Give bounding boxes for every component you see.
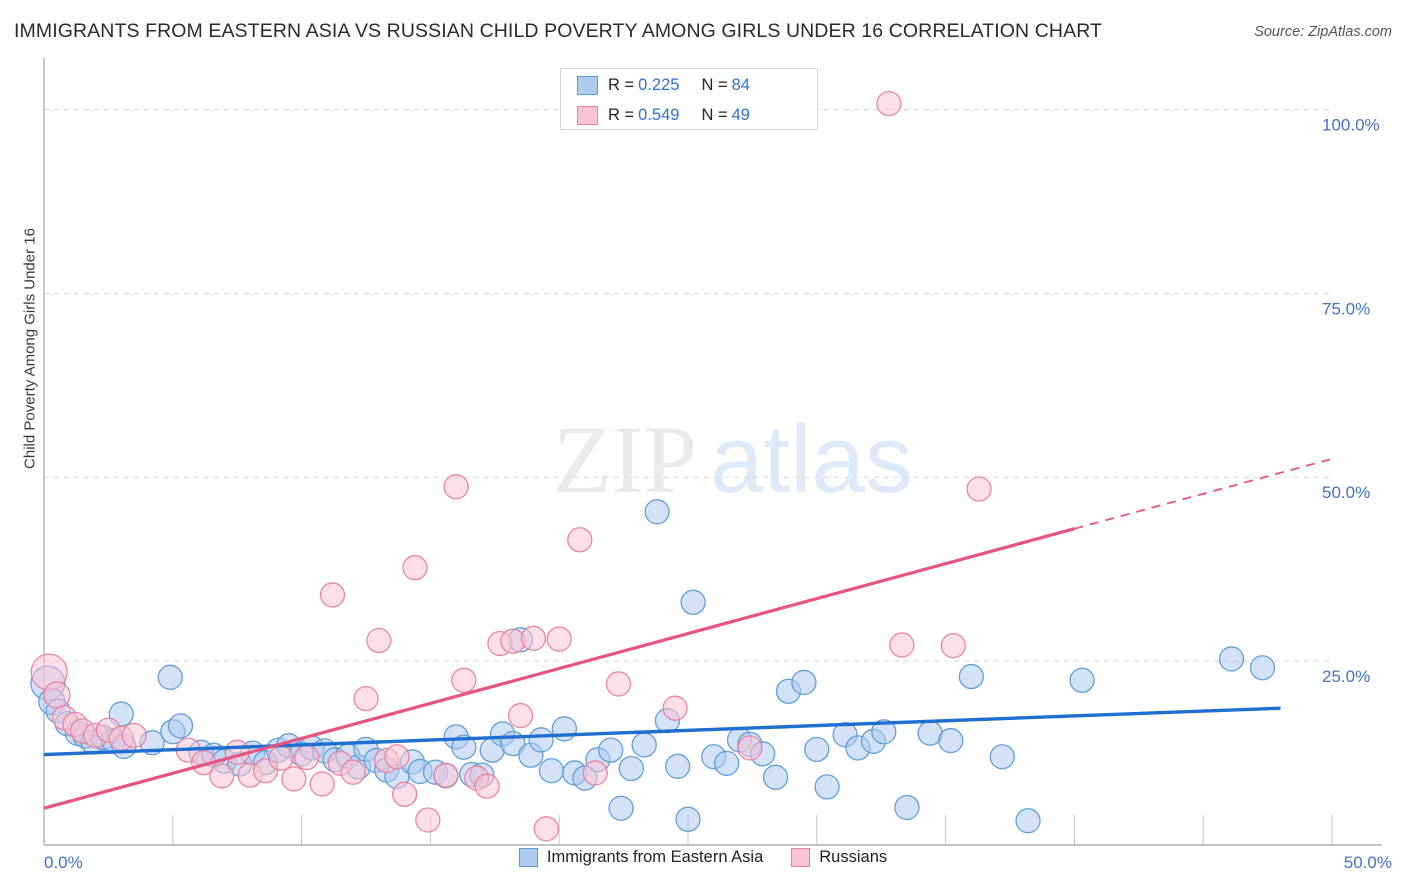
data-point[interactable] (209, 763, 235, 789)
data-point[interactable] (402, 555, 428, 581)
r-label-blue: R = (608, 76, 635, 94)
data-point[interactable] (618, 755, 644, 782)
data-point[interactable] (665, 753, 691, 779)
data-point[interactable] (474, 773, 500, 799)
data-point[interactable] (1249, 655, 1276, 681)
trendline-immigrants (43, 706, 1281, 757)
data-point[interactable] (528, 727, 554, 753)
data-point[interactable] (507, 702, 534, 729)
data-point[interactable] (353, 685, 379, 712)
data-point[interactable] (551, 716, 578, 742)
y-tick-label: 100.0% (1322, 115, 1380, 134)
data-point[interactable] (294, 744, 320, 771)
stats-legend: R = 0.225 N = 84 R = 0.549 N = 49 (560, 68, 818, 130)
data-point[interactable] (533, 816, 559, 842)
data-point[interactable] (443, 474, 469, 500)
data-point[interactable] (546, 626, 572, 652)
data-point[interactable] (713, 750, 740, 777)
data-point[interactable] (1069, 667, 1095, 693)
r-value-blue: 0.225 (638, 76, 680, 94)
n-value-pink: 49 (731, 106, 750, 124)
data-point[interactable] (281, 766, 307, 792)
data-point[interactable] (762, 764, 789, 790)
data-point[interactable] (814, 774, 840, 800)
watermark-zip-text: ZIP (553, 406, 697, 513)
n-label-blue: N = (701, 76, 728, 94)
series-legend: Immigrants from Eastern Asia Russians (0, 848, 1406, 867)
data-point[interactable] (940, 633, 966, 659)
series-points-russians (30, 90, 992, 842)
data-point[interactable] (157, 664, 183, 690)
data-point[interactable] (680, 589, 706, 615)
trendline-solid-russians (43, 527, 1075, 810)
x-axis-min-label: 0.0% (44, 853, 83, 872)
data-point[interactable] (966, 476, 992, 502)
series-swatch-immigrants (518, 848, 538, 867)
series-legend-item-immigrants[interactable]: Immigrants from Eastern Asia (518, 848, 764, 867)
data-point[interactable] (871, 719, 897, 745)
data-point[interactable] (598, 737, 624, 763)
data-point[interactable] (268, 745, 294, 771)
data-point[interactable] (384, 744, 410, 770)
data-point[interactable] (309, 771, 335, 797)
r-value-pink: 0.549 (638, 106, 680, 124)
data-point[interactable] (43, 681, 71, 709)
data-point[interactable] (415, 807, 441, 833)
y-tick-label: 75.0% (1322, 299, 1370, 318)
data-point[interactable] (567, 527, 593, 553)
data-point[interactable] (391, 781, 418, 807)
data-point[interactable] (675, 806, 701, 832)
y-axis-tick-labels: 100.0% 75.0% 50.0% 25.0% (1322, 115, 1380, 686)
data-point[interactable] (121, 722, 147, 749)
data-point[interactable] (366, 627, 392, 654)
data-point[interactable] (605, 671, 632, 697)
series-legend-item-russians[interactable]: Russians (791, 848, 887, 867)
data-point[interactable] (894, 794, 920, 821)
data-point[interactable] (319, 582, 346, 608)
data-point[interactable] (737, 735, 763, 761)
data-point[interactable] (631, 732, 657, 758)
trendline-dashed-russians (1074, 457, 1333, 530)
data-point[interactable] (876, 90, 902, 117)
n-label-pink: N = (701, 106, 728, 124)
stats-legend-row-blue: R = 0.225 N = 84 (577, 72, 817, 99)
data-point[interactable] (1015, 808, 1041, 834)
data-point[interactable] (451, 734, 477, 760)
source-label: Source: ZipAtlas.com (1254, 24, 1392, 40)
n-value-blue: 84 (731, 76, 750, 94)
data-point[interactable] (340, 759, 366, 785)
data-point[interactable] (520, 625, 547, 651)
data-point[interactable] (644, 499, 670, 525)
legend-swatch-immigrants (577, 76, 598, 95)
data-point[interactable] (938, 727, 964, 754)
gridlines (44, 108, 1332, 662)
data-point[interactable] (433, 762, 459, 788)
series-swatch-russians (791, 848, 811, 867)
data-point[interactable] (804, 736, 830, 763)
watermark-atlas-text: atlas (710, 406, 913, 513)
series-label-russians: Russians (819, 848, 888, 866)
data-point[interactable] (791, 669, 817, 696)
data-point[interactable] (608, 795, 634, 821)
data-point[interactable] (167, 713, 194, 739)
legend-swatch-russians (577, 106, 598, 125)
x-axis-max-label: 50.0% (1343, 853, 1392, 872)
stats-legend-row-pink: R = 0.549 N = 49 (577, 102, 817, 129)
data-point[interactable] (538, 758, 565, 784)
series-label-immigrants: Immigrants from Eastern Asia (546, 848, 764, 866)
data-point[interactable] (958, 663, 985, 690)
x-axis-ticks (172, 815, 1333, 845)
y-tick-label: 25.0% (1322, 667, 1370, 686)
data-point[interactable] (889, 632, 915, 658)
y-tick-label: 50.0% (1322, 483, 1370, 502)
page-title: IMMIGRANTS FROM EASTERN ASIA VS RUSSIAN … (14, 20, 1103, 42)
r-label-pink: R = (608, 106, 635, 124)
watermark: ZIP atlas (553, 406, 913, 513)
data-point[interactable] (662, 695, 688, 721)
data-point[interactable] (989, 744, 1015, 770)
data-point[interactable] (582, 760, 608, 786)
data-point[interactable] (451, 667, 477, 693)
data-point[interactable] (1218, 646, 1245, 672)
